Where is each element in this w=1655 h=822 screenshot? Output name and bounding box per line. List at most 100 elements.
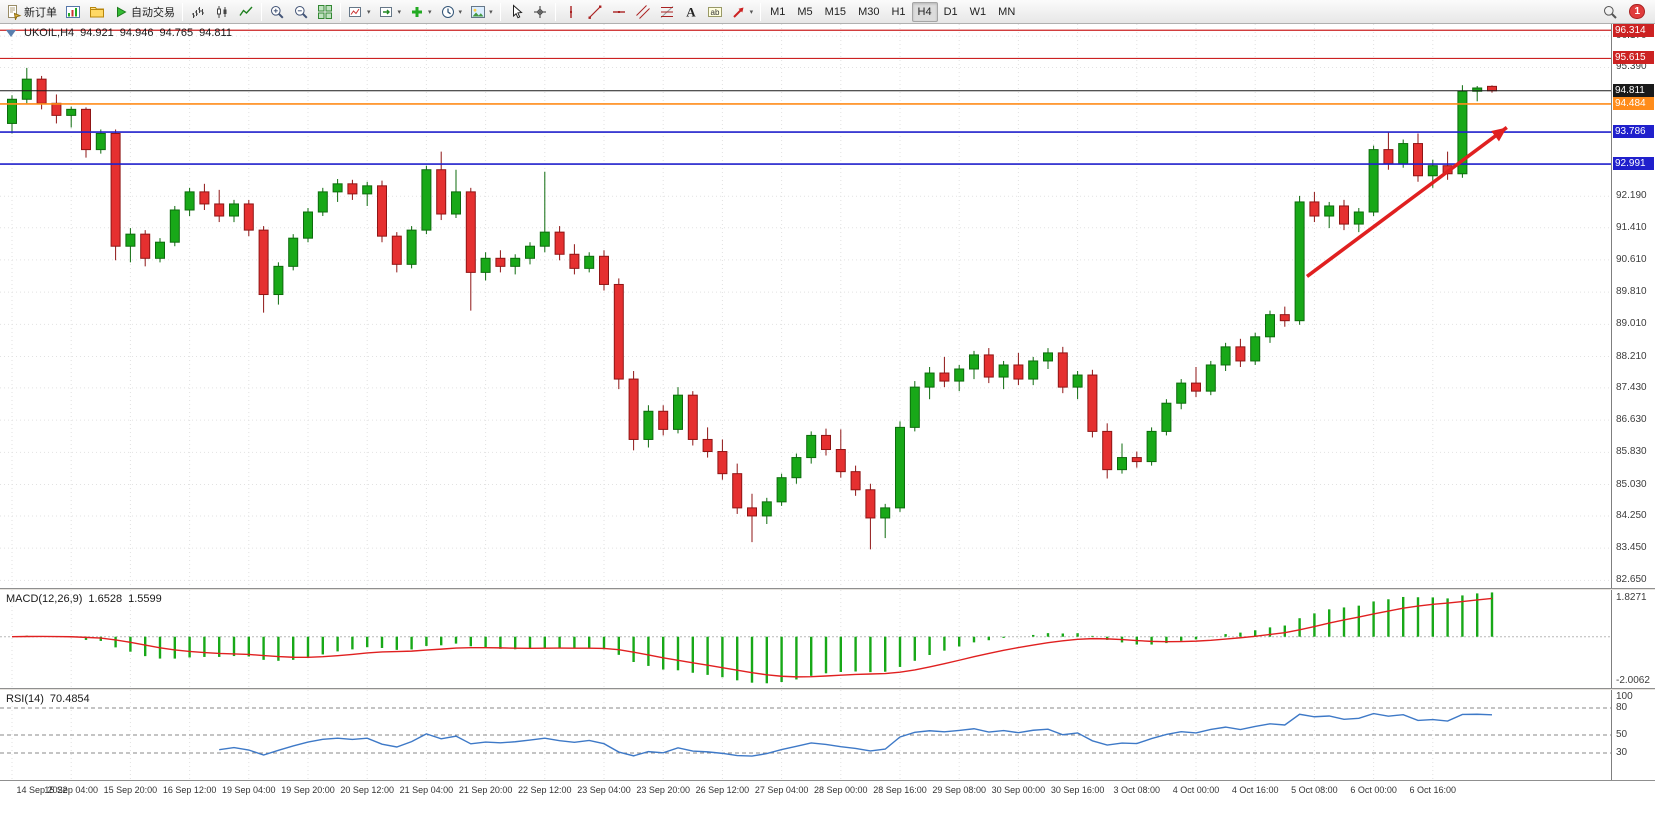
templates-button[interactable]: ▾ — [466, 2, 497, 22]
candle-body — [1087, 374, 1098, 432]
price-line-label: 96.314 — [1613, 24, 1654, 37]
periods-button[interactable]: ▾ — [436, 2, 467, 22]
zoom-out-button[interactable] — [289, 2, 313, 22]
candle-body — [1250, 336, 1261, 362]
bar-chart-mode-button[interactable] — [186, 2, 210, 22]
line-chart-mode-button[interactable] — [234, 2, 258, 22]
one-click-trading-toggle-icon[interactable] — [6, 29, 16, 37]
time-axis[interactable]: 14 Sep 2022 15 Sep 04:00 15 Sep 20:00 16 Se… — [0, 780, 1655, 822]
trend-arrow-line[interactable] — [1305, 126, 1508, 278]
candle-body — [243, 203, 254, 231]
candle-body — [924, 372, 935, 388]
zoom-out-icon — [293, 4, 309, 20]
toolbar-separator — [340, 2, 341, 21]
crosshair-tool-button[interactable] — [528, 2, 552, 22]
timeframe-W1-button[interactable]: W1 — [964, 2, 993, 22]
horizontal-line-tool-button[interactable] — [607, 2, 631, 22]
price-axis[interactable]: 96.17095.39092.19091.41090.61089.81089.0… — [1611, 24, 1655, 780]
autotrading-button[interactable]: 自动交易 — [109, 2, 179, 22]
time-axis-label: 3 Oct 08:00 — [1113, 785, 1161, 795]
trendline-tool-button[interactable] — [583, 2, 607, 22]
toolbar-separator — [182, 2, 183, 21]
autotrading-label: 自动交易 — [131, 6, 175, 19]
tile-windows-button[interactable] — [313, 2, 337, 22]
add-indicators-button[interactable]: ▾ — [405, 2, 436, 22]
candle-body — [1191, 382, 1201, 392]
symbol-search-button[interactable] — [1598, 2, 1622, 22]
price-tick-label: 85.030 — [1616, 478, 1647, 490]
time-axis-label: 14 Sep 2022 — [16, 785, 68, 795]
timeframe-H4-button[interactable]: H4 — [911, 1, 938, 22]
timeframe-D1-button[interactable]: D1 — [938, 2, 964, 22]
timeframe-H1-button[interactable]: H1 — [885, 2, 911, 22]
hline-icon — [611, 4, 627, 20]
chart-window-button[interactable] — [61, 2, 85, 22]
candle-body — [1339, 205, 1349, 225]
candle-body — [821, 434, 831, 451]
text-label-tool-button[interactable]: ab — [703, 2, 727, 22]
trend-arrow-head[interactable] — [1491, 127, 1507, 142]
timeframe-M30-button[interactable]: M30 — [852, 2, 885, 22]
candle-body — [895, 426, 905, 509]
periods-icon — [440, 4, 456, 20]
candle-body — [7, 98, 17, 124]
new-order-button[interactable]: 新订单 — [2, 2, 61, 22]
price-tick-label: -2.0062 — [1616, 675, 1650, 686]
candle-body — [1353, 211, 1364, 225]
candle-body — [510, 257, 521, 267]
macd-panel-chart[interactable] — [0, 590, 1611, 688]
candle-body — [717, 451, 728, 475]
indicators-add-icon — [409, 4, 425, 20]
candle-body — [939, 372, 950, 382]
rsi-panel-chart[interactable] — [0, 690, 1611, 780]
macd-label: MACD(12,26,9) — [6, 593, 83, 605]
candle-body — [613, 283, 624, 380]
timeframe-M1-button[interactable]: M1 — [764, 2, 791, 22]
timeframe-D1-label: D1 — [943, 5, 958, 18]
svg-text:ab: ab — [710, 7, 719, 16]
time-axis-label: 26 Sep 12:00 — [695, 785, 750, 795]
candle-body — [199, 191, 210, 205]
candle-body — [303, 211, 313, 239]
toolbar-separator — [499, 2, 501, 21]
timeframe-MN-button[interactable]: MN — [992, 2, 1021, 22]
candle-body — [954, 368, 965, 382]
time-axis-label: 23 Sep 20:00 — [636, 785, 690, 795]
price-tick-label: 30 — [1616, 747, 1628, 758]
candle-body — [229, 203, 239, 217]
panel-separator[interactable] — [0, 588, 1655, 590]
cursor-tool-button[interactable] — [504, 2, 528, 22]
time-axis-label: 19 Sep 20:00 — [281, 785, 335, 795]
chart-shift-button[interactable]: ▾ — [375, 2, 406, 22]
arrows-tool-button[interactable]: ▾ — [727, 2, 758, 22]
timeframe-M15-label: M15 — [824, 5, 847, 18]
panel-separator[interactable] — [0, 688, 1655, 690]
equidistant-channel-tool-button[interactable] — [631, 2, 655, 22]
profiles-button[interactable] — [85, 2, 109, 22]
charts-list-button[interactable]: ▾ — [344, 2, 375, 22]
time-axis-label: 16 Sep 12:00 — [162, 785, 217, 795]
candle-body — [1013, 364, 1024, 380]
text-tool-button[interactable]: A — [679, 2, 703, 22]
price-tick-label: 85.830 — [1616, 446, 1647, 458]
candlestick-mode-button[interactable] — [210, 2, 234, 22]
channel-icon — [635, 4, 651, 20]
chevron-down-icon: ▾ — [428, 8, 432, 16]
time-axis-label: 28 Sep 16:00 — [873, 785, 927, 795]
text-icon: A — [683, 4, 699, 20]
fibonacci-tool-button[interactable] — [655, 2, 679, 22]
time-axis-label: 6 Oct 16:00 — [1409, 785, 1457, 795]
vertical-line-tool-button[interactable] — [559, 2, 583, 22]
timeframe-M5-button[interactable]: M5 — [791, 2, 818, 22]
candle-body — [1368, 149, 1379, 213]
timeframe-M15-button[interactable]: M15 — [819, 2, 852, 22]
candle-body — [554, 231, 565, 255]
candle-body — [155, 241, 165, 259]
main-chart[interactable] — [0, 24, 1611, 588]
zoom-in-button[interactable] — [265, 2, 289, 22]
candle-body — [317, 191, 328, 213]
notifications-badge[interactable]: 1 — [1629, 4, 1645, 19]
chart-title: UKOIL,H4 94.921 94.946 94.765 94.811 — [6, 27, 232, 39]
